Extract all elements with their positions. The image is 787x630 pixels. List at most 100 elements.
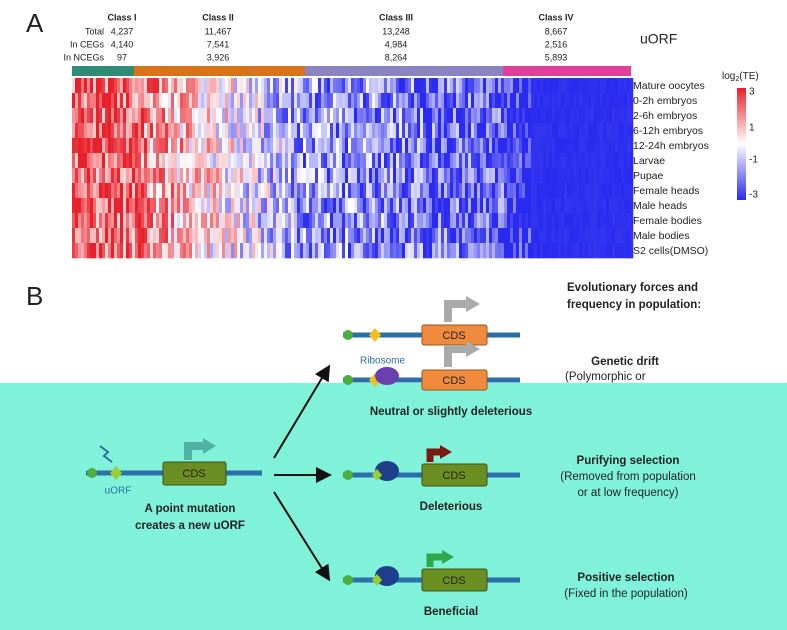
heatmap-cell [255,123,259,139]
heatmap-cell [420,138,424,154]
cds-label: CDS [442,575,465,587]
heatmap-cell [420,183,424,199]
heatmap-cell [156,183,160,199]
heatmap-cell [390,198,394,214]
colorbar-tick: 1 [749,123,755,134]
heatmap-cell [279,243,283,259]
heatmap-cell [276,153,280,169]
heatmap-cell [195,108,199,124]
heatmap-cell [186,108,190,124]
heatmap-cell [234,228,238,244]
heatmap-cell [357,213,361,229]
heatmap-cell [345,243,349,259]
sample-label: Female bodies [633,215,702,227]
heatmap-cell [507,138,511,154]
heatmap-cell [87,243,91,259]
heatmap-cell [618,228,622,244]
heatmap-cell [465,243,469,259]
heatmap-cell [279,78,283,94]
heatmap-cell [564,168,568,184]
heatmap-cell [123,213,127,229]
heatmap-cell [567,78,571,94]
heatmap-cell [447,168,451,184]
heatmap-cell [417,108,421,124]
heatmap-cell [432,123,436,139]
heatmap-cell [93,228,97,244]
heatmap-cell [564,78,568,94]
heatmap-cell [357,108,361,124]
heatmap-cell [102,153,106,169]
heatmap-cell [258,153,262,169]
heatmap-cell [255,213,259,229]
heatmap-cell [618,138,622,154]
heatmap-cell [366,183,370,199]
heatmap-cell [420,243,424,259]
heatmap-cell [264,168,268,184]
heatmap-cell [567,153,571,169]
heatmap-cell [198,228,202,244]
heatmap-cell [333,153,337,169]
heatmap-cell [93,183,97,199]
heatmap-cell [603,183,607,199]
heatmap-cell [426,228,430,244]
sample-label: Male heads [633,200,687,212]
heatmap-cell [285,168,289,184]
heatmap-cell [162,108,166,124]
heatmap-cell [492,183,496,199]
heatmap-cell [204,78,208,94]
heatmap-cell [528,168,532,184]
heatmap-cell [144,153,148,169]
heatmap-cell [411,93,415,109]
heatmap-cell [411,78,415,94]
heatmap-cell [84,228,88,244]
heatmap-cell [414,93,418,109]
heatmap-cell [198,168,202,184]
heatmap-cell [231,198,235,214]
heatmap-cell [456,228,460,244]
heatmap-cell [234,213,238,229]
heatmap-cell [114,183,118,199]
heatmap-cell [429,228,433,244]
heatmap-cell [279,183,283,199]
heatmap-cell [180,108,184,124]
heatmap-cell [144,213,148,229]
heatmap-cell [615,153,619,169]
heatmap-cell [216,183,220,199]
heatmap-cell [591,93,595,109]
heatmap-cell [273,168,277,184]
heatmap-cell [528,138,532,154]
heatmap-cell [438,243,442,259]
heatmap-cell [318,138,322,154]
heatmap-cell [474,228,478,244]
heatmap-cell [444,138,448,154]
heatmap-cell [453,153,457,169]
heatmap-cell [78,168,82,184]
heatmap-cell [456,243,460,259]
heatmap-cell [117,213,121,229]
heatmap-cell [147,213,151,229]
heatmap-cell [183,198,187,214]
heatmap-cell [468,228,472,244]
class-header: Class III [379,12,413,22]
heatmap-cell [618,78,622,94]
heatmap-cell [72,183,76,199]
heatmap-cell [243,138,247,154]
heatmap-cell [288,198,292,214]
heatmap-cell [408,108,412,124]
heatmap-cell [315,213,319,229]
heatmap-cell [363,213,367,229]
heatmap-cell [135,108,139,124]
heatmap-cell [150,123,154,139]
heatmap-cell [579,138,583,154]
heatmap-cell [465,168,469,184]
legend-title-end: (TE) [739,71,758,82]
heatmap-cell [411,183,415,199]
heatmap-cell [483,198,487,214]
heatmap-cell [591,168,595,184]
heatmap-cell [366,153,370,169]
heatmap-cell [210,168,214,184]
heatmap-cell [531,243,535,259]
heatmap-cell [126,243,130,259]
heatmap-cell [489,243,493,259]
heatmap-cell [141,243,145,259]
